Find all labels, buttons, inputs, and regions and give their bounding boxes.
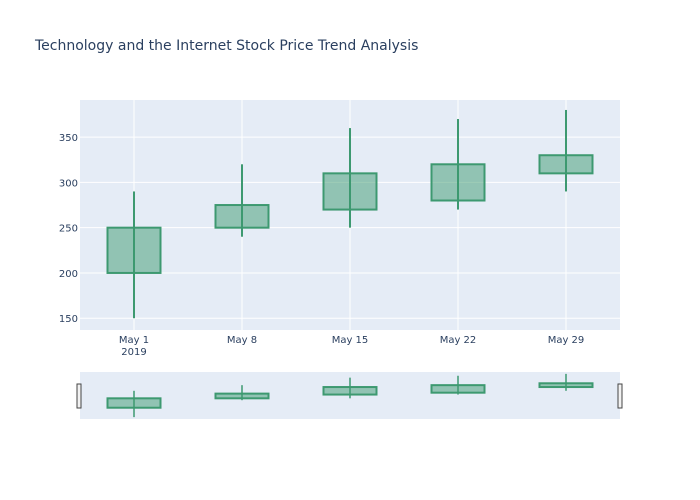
candle-body[interactable] xyxy=(214,204,270,229)
candles xyxy=(106,109,594,319)
x-tick-label: May 29 xyxy=(548,335,585,346)
x-tick-sublabel: 2019 xyxy=(121,347,146,358)
y-tick-label: 250 xyxy=(59,224,78,235)
range-slider-right-handle[interactable] xyxy=(617,383,623,409)
mini-candle-body xyxy=(430,384,486,394)
y-tick-label: 200 xyxy=(59,269,78,280)
mini-candle-body xyxy=(538,382,594,389)
chart-title: Technology and the Internet Stock Price … xyxy=(34,38,418,54)
candle-body[interactable] xyxy=(322,172,378,211)
x-tick-label: May 15 xyxy=(332,335,369,346)
candle-body[interactable] xyxy=(430,163,486,202)
x-tick-label: May 8 xyxy=(227,335,257,346)
x-tick-label: May 1 xyxy=(119,335,149,346)
mini-candle-body xyxy=(214,392,270,400)
y-tick-label: 150 xyxy=(59,314,78,325)
y-tick-label: 350 xyxy=(59,133,78,144)
y-tick-label: 300 xyxy=(59,178,78,189)
mini-candle-body xyxy=(106,397,162,409)
x-tick-label: May 22 xyxy=(440,335,477,346)
range-slider-left-handle[interactable] xyxy=(76,383,82,409)
candle-body[interactable] xyxy=(106,226,162,274)
mini-candle-body xyxy=(322,386,378,396)
range-slider-candles xyxy=(106,373,594,418)
candle-body[interactable] xyxy=(538,154,594,175)
